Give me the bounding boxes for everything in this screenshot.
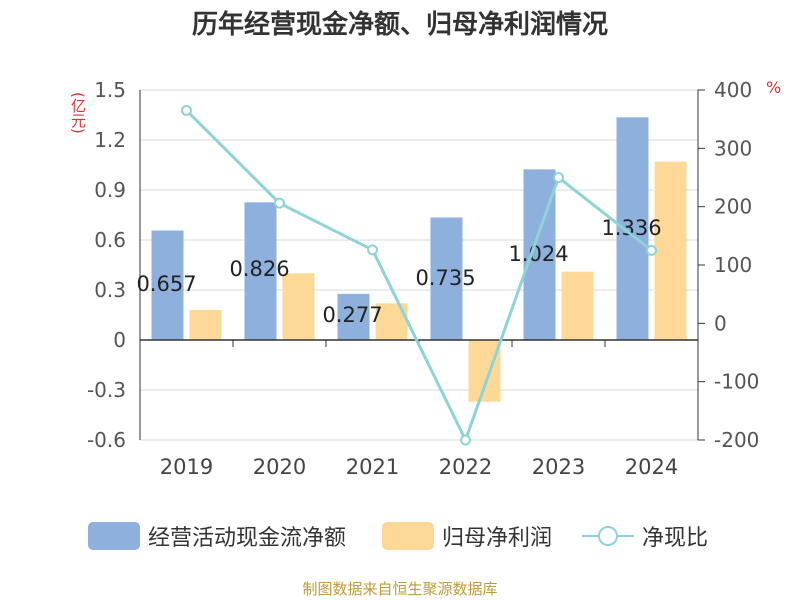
cash-flow-swatch-icon <box>88 522 140 550</box>
cash-flow-bar <box>244 202 277 340</box>
legend-label-cash-flow: 经营活动现金流净额 <box>148 526 347 551</box>
cash-flow-value-label: 0.826 <box>229 257 289 281</box>
ratio-line-marker-icon <box>582 522 634 550</box>
net-profit-bar <box>561 271 594 340</box>
legend-label-ratio: 净现比 <box>642 526 709 551</box>
cash-flow-value-label: 1.024 <box>508 242 568 266</box>
legend-item-net-profit[interactable]: 归母净利润 <box>382 516 552 556</box>
ratio-point <box>460 434 471 446</box>
net-profit-bar <box>189 310 222 340</box>
cash-flow-value-label: 0.735 <box>415 266 475 290</box>
left-tick-label: 0 <box>113 328 126 352</box>
cash-flow-bar <box>430 217 463 340</box>
net-profit-bar <box>654 161 687 340</box>
right-tick-label: -200 <box>714 428 759 452</box>
right-tick-label: 400 <box>714 78 752 102</box>
cash-flow-value-label: 0.277 <box>322 303 382 327</box>
ratio-point <box>274 197 285 209</box>
net-profit-swatch-icon <box>382 522 434 550</box>
category-label: 2024 <box>625 455 678 479</box>
left-tick-label: 1.5 <box>94 78 126 102</box>
legend-label-net-profit: 归母净利润 <box>442 526 553 551</box>
legend-item-ratio[interactable]: 净现比 <box>582 516 708 556</box>
legend-item-cash-flow[interactable]: 经营活动现金流净额 <box>88 516 346 556</box>
cash-flow-bar <box>337 293 370 340</box>
right-tick-label: 0 <box>714 311 727 335</box>
right-tick-label: 100 <box>714 253 752 277</box>
net-profit-bar <box>282 273 315 340</box>
category-label: 2023 <box>532 455 585 479</box>
ratio-point <box>367 244 378 256</box>
left-tick-label: 0.9 <box>94 178 126 202</box>
ratio-point <box>553 172 564 183</box>
left-axis-unit: (亿元) <box>69 92 87 134</box>
left-tick-label: -0.3 <box>87 378 126 402</box>
chart-title: 历年经营现金净额、归母净利润情况 <box>191 10 608 40</box>
right-tick-label: -100 <box>714 370 759 394</box>
left-tick-label: 0.6 <box>94 228 126 252</box>
category-label: 2020 <box>253 455 306 479</box>
right-tick-label: 300 <box>714 136 752 160</box>
cash-flow-bar <box>151 230 184 340</box>
ratio-point <box>181 104 192 116</box>
right-tick-label: 200 <box>714 195 752 219</box>
net-profit-bar <box>468 340 501 402</box>
left-tick-label: -0.6 <box>87 428 126 452</box>
cash-flow-value-label: 0.657 <box>136 272 196 296</box>
category-label: 2019 <box>160 455 213 479</box>
category-label: 2021 <box>346 455 399 479</box>
left-tick-label: 0.3 <box>94 278 126 302</box>
legend: 经营活动现金流净额 归母净利润 净现比 <box>0 516 800 556</box>
data-source-note: 制图数据来自恒生聚源数据库 <box>302 580 498 598</box>
ratio-point <box>646 244 657 256</box>
left-tick-label: 1.2 <box>94 128 126 152</box>
right-axis-unit: % <box>766 78 782 97</box>
category-label: 2022 <box>439 455 492 479</box>
ratio-line <box>185 109 653 444</box>
